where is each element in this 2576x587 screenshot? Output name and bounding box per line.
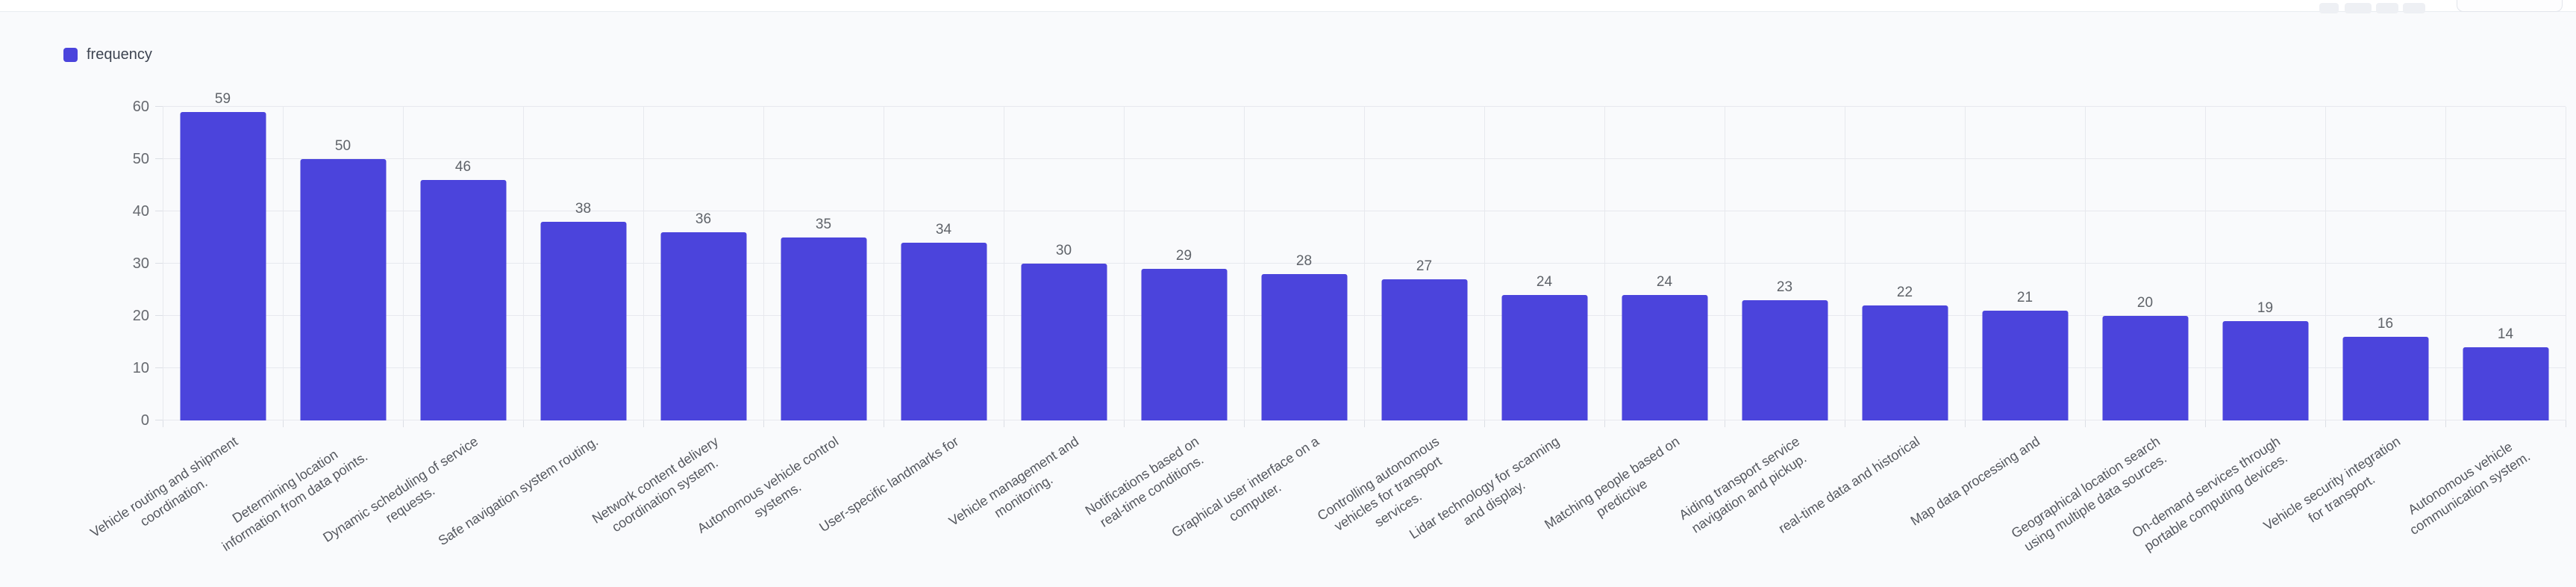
bar-dynamic-scheduling-of-service[interactable]: [420, 180, 506, 420]
bar-value-label: 50: [334, 138, 351, 154]
bar-value-label: 28: [1295, 253, 1313, 269]
gridline-x-boundary: [2325, 107, 2326, 420]
bar-value-label: 16: [2377, 316, 2394, 332]
y-tick-mark: [155, 315, 163, 317]
x-tick-mark: [2445, 420, 2446, 427]
bar-map-data-processing-and[interactable]: [1982, 311, 2068, 420]
bar-value-label: 29: [1175, 248, 1192, 264]
bar-value-label: 30: [1055, 243, 1072, 258]
bar-notifications-based-on[interactable]: [1141, 269, 1227, 420]
bar-autonomous-vehicle-control[interactable]: [781, 237, 866, 420]
bar-determining-location[interactable]: [300, 159, 386, 420]
bar-value-label: 21: [2016, 290, 2033, 305]
y-axis-labels: 0 10 20 30 40 50 60: [0, 99, 149, 428]
bar-value-label: 34: [935, 222, 952, 237]
bar-geographical-location-search[interactable]: [2102, 316, 2188, 420]
bar-value-label: 22: [1896, 285, 1913, 300]
x-tick-mark: [523, 420, 524, 427]
x-tick-mark: [1364, 420, 1365, 427]
x-tick-mark: [763, 420, 764, 427]
y-tick-label: 40: [132, 203, 149, 220]
y-tick-mark: [155, 367, 163, 369]
bar-value-label: 27: [1416, 258, 1433, 274]
y-tick-mark: [155, 106, 163, 107]
x-category-label-text: Vehicle management and monitoring.: [946, 433, 1082, 529]
bar-value-label: 23: [1776, 279, 1793, 295]
bar-aiding-transport-service[interactable]: [1742, 300, 1828, 420]
gridline-x-boundary: [763, 107, 764, 420]
gridline-x-boundary: [403, 107, 404, 420]
bar-network-content-delivery[interactable]: [660, 232, 746, 420]
toolbar-button-fragment: [2345, 3, 2372, 13]
bar-real-time-data-and-historical[interactable]: [1862, 305, 1948, 420]
x-tick-mark: [2205, 420, 2206, 427]
bar-value-label: 24: [1656, 274, 1673, 290]
legend-label: frequency: [87, 46, 152, 63]
legend-item-frequency[interactable]: frequency: [63, 46, 152, 63]
gridline-x-boundary: [643, 107, 644, 420]
gridline-x-boundary: [1965, 107, 1966, 420]
gridline-x-boundary: [523, 107, 524, 420]
bar-autonomous-vehicle[interactable]: [2463, 347, 2548, 420]
gridline-x-boundary: [1484, 107, 1485, 420]
y-tick-label: 20: [132, 308, 149, 325]
bar-graphical-user-interface-on-a[interactable]: [1261, 274, 1347, 420]
x-tick-mark: [2325, 420, 2326, 427]
bar-value-label: 19: [2257, 300, 2274, 316]
bar-on-demand-services-through[interactable]: [2222, 321, 2308, 420]
gridline-x-boundary: [2205, 107, 2206, 420]
toolbar-box-fragment: [2457, 0, 2563, 12]
x-tick-mark: [2085, 420, 2086, 427]
legend-swatch: [63, 48, 78, 62]
y-tick-label: 0: [140, 412, 149, 429]
bar-lidar-technology-for-scanning[interactable]: [1501, 295, 1587, 420]
plot-area: 59 50 46 38 36 35 34 30 29 28 27 24 24 23 22 21 20 19 16 14: [155, 92, 2566, 427]
bar-value-label: 38: [575, 201, 592, 217]
gridline-x-boundary: [283, 107, 284, 420]
bar-value-label: 14: [2497, 326, 2514, 342]
bar-value-label: 35: [815, 217, 832, 233]
x-tick-mark: [643, 420, 644, 427]
gridline-y-60: [163, 106, 2566, 107]
x-category-label-text: Autonomous vehicle communication system.: [2405, 438, 2533, 538]
gridline-x-boundary: [2445, 107, 2446, 420]
y-tick-label: 30: [132, 255, 149, 272]
bar-controlling-autonomous[interactable]: [1381, 279, 1467, 420]
x-category-label-text: Map data processing and: [1908, 433, 2043, 529]
y-tick-label: 10: [132, 360, 149, 377]
y-tick-label: 60: [132, 99, 149, 115]
bar-vehicle-management-and[interactable]: [1021, 264, 1107, 420]
gridline-x-boundary: [2085, 107, 2086, 420]
y-tick-mark: [155, 158, 163, 159]
bar-value-label: 46: [454, 159, 472, 175]
x-tick-mark: [283, 420, 284, 427]
bar-value-label: 20: [2136, 295, 2154, 311]
x-tick-mark: [403, 420, 404, 427]
bar-safe-navigation-system-routing[interactable]: [540, 222, 626, 420]
toolbar-button-fragment: [2376, 3, 2398, 13]
toolbar-button-fragment: [2403, 3, 2425, 13]
gridline-x-boundary: [1124, 107, 1125, 420]
gridline-x-boundary: [1244, 107, 1245, 420]
cropped-toolbar: [0, 0, 2576, 13]
y-tick-mark: [155, 263, 163, 264]
x-tick-mark: [1604, 420, 1605, 427]
bar-vehicle-security-integration[interactable]: [2342, 337, 2428, 420]
gridline-x-boundary: [1604, 107, 1605, 420]
bar-value-label: 24: [1536, 274, 1553, 290]
bar-value-label: 59: [214, 91, 231, 107]
x-tick-mark: [1124, 420, 1125, 427]
toolbar-button-fragment: [2319, 3, 2339, 13]
x-axis-labels: Vehicle routing and shipment coordinatio…: [88, 431, 2566, 587]
y-tick-label: 50: [132, 151, 149, 167]
bar-user-specific-landmarks-for[interactable]: [901, 243, 987, 420]
gridline-x-boundary: [1364, 107, 1365, 420]
x-tick-mark: [1965, 420, 1966, 427]
bar-vehicle-routing-and-shipment[interactable]: [180, 112, 266, 420]
x-tick-mark: [1244, 420, 1245, 427]
x-tick-mark: [1484, 420, 1485, 427]
bar-value-label: 36: [695, 211, 712, 227]
bar-matching-people-based-on[interactable]: [1622, 295, 1707, 420]
